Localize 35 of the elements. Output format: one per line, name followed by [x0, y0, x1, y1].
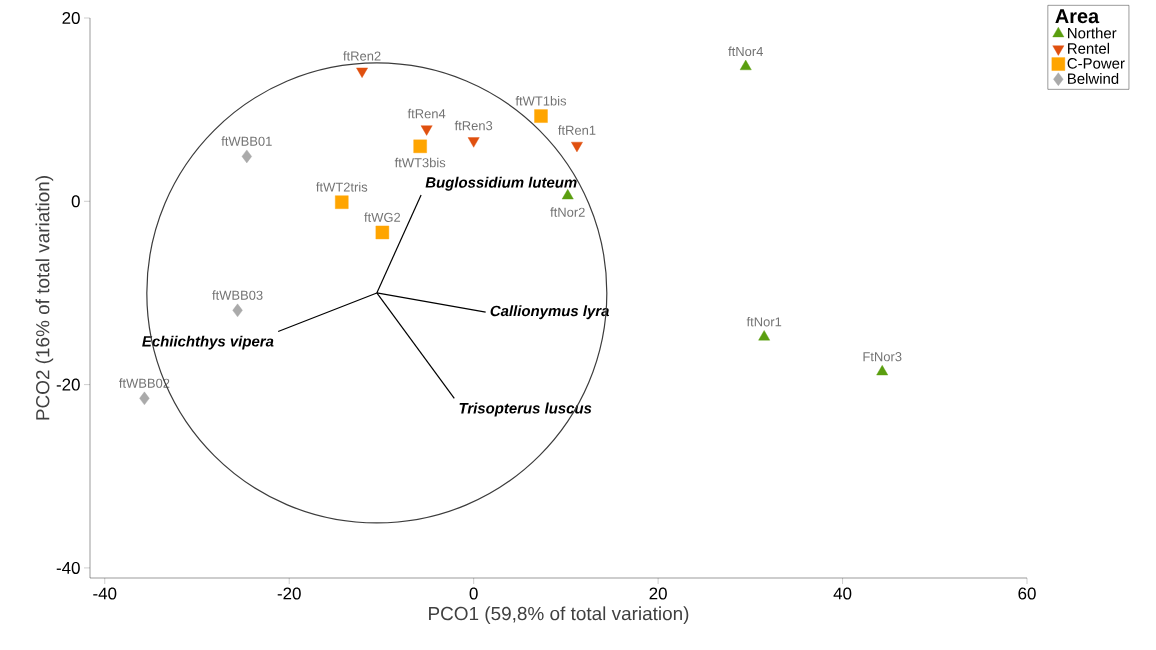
x-tick-label: 0 [469, 587, 478, 600]
x-tick-label: 60 [1018, 587, 1036, 600]
data-label: ftWBB03 [212, 290, 263, 300]
x-tick-label: -20 [277, 587, 301, 600]
y-tick-label: -20 [56, 378, 80, 391]
x-axis-title: PCO1 (59,8% of total variation) [429, 606, 689, 624]
data-label: ftWT2tris [316, 182, 368, 192]
data-label: FtNor3 [863, 352, 902, 362]
x-tick-label: -40 [93, 587, 117, 600]
series-label: Echiichthys vipera [142, 335, 274, 350]
legend-label: Rentel [1068, 42, 1110, 54]
data-label: ftWBB01 [221, 136, 272, 146]
y-tick-label: 0 [71, 195, 80, 208]
x-tick-label: 20 [649, 587, 667, 600]
series-label: Buglossidium luteum [425, 176, 577, 191]
data-label: ftNor2 [550, 207, 585, 217]
data-label: ftRen4 [407, 108, 446, 119]
legend-label: C-Power [1067, 58, 1125, 69]
series-label: Trisopterus luscus [459, 402, 592, 417]
data-label: ftRen3 [454, 120, 493, 131]
y-axis-title: PCO2 (16% of total variation) [35, 176, 54, 420]
legend-label: Belwind [1068, 73, 1119, 84]
data-label: ftNor1 [746, 316, 782, 327]
legend-title: Area [1055, 9, 1100, 24]
data-label: ftWT3bis [394, 157, 446, 168]
y-tick-label: 20 [62, 11, 80, 24]
data-label: ftWG2 [364, 212, 401, 222]
data-label: ftRen1 [558, 125, 596, 135]
legend-label: Norther [1068, 27, 1117, 39]
data-label: ftNor4 [728, 46, 763, 57]
series-label: Callionymus lyra [490, 305, 609, 320]
data-label: ftRen2 [343, 51, 381, 61]
y-tick-label: -40 [56, 561, 80, 574]
x-tick-label: 40 [833, 587, 852, 600]
data-label: ftWT1bis [515, 96, 567, 106]
